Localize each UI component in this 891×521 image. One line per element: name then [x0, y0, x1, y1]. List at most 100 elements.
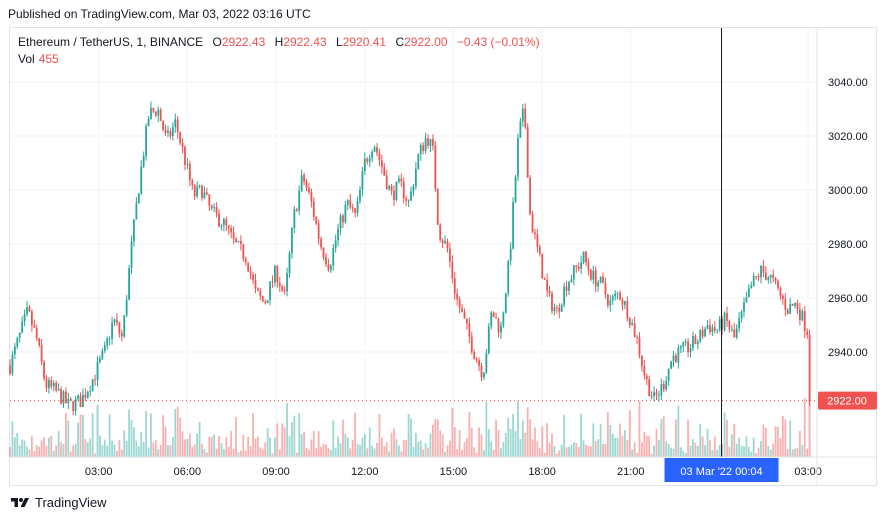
- candle-body: [655, 392, 658, 396]
- candle-body: [551, 293, 553, 312]
- last-price-box: [818, 391, 877, 410]
- symbol-name[interactable]: Ethereum / TetherUS, 1, BINANCE: [18, 35, 204, 49]
- volume-bar: [123, 430, 126, 457]
- candle-body: [257, 288, 259, 291]
- candle-body: [310, 192, 313, 202]
- volume-bar: [157, 449, 160, 457]
- volume-bar: [684, 452, 687, 457]
- volume-bar: [16, 432, 19, 457]
- volume-bar: [551, 433, 553, 457]
- candle-body: [21, 321, 24, 333]
- high-value: 2922.43: [283, 35, 327, 49]
- candle-body: [400, 178, 403, 182]
- volume-bar: [164, 426, 167, 457]
- volume-bar: [699, 423, 702, 457]
- volume-bar: [120, 449, 123, 457]
- volume-bar: [621, 436, 624, 457]
- volume-bar: [133, 427, 135, 457]
- x-tick-label: 18:00: [528, 466, 556, 478]
- candle-body: [762, 266, 765, 273]
- volume-bar: [393, 428, 395, 457]
- volume-bar: [242, 434, 245, 457]
- candle-body: [628, 318, 631, 326]
- volume-bar: [397, 445, 400, 457]
- candle-body: [395, 181, 398, 201]
- volume-bar: [237, 452, 240, 457]
- candle-body: [247, 262, 250, 272]
- volume-bar: [502, 442, 505, 457]
- candle-body: [689, 348, 692, 353]
- volume-bar: [376, 443, 378, 457]
- volume-bar: [803, 398, 806, 457]
- candle-body: [74, 399, 77, 412]
- candle-body: [244, 258, 247, 263]
- candle-body: [760, 266, 762, 278]
- volume-bar: [257, 436, 259, 457]
- volume-bar: [762, 424, 765, 457]
- volume-bar: [247, 436, 250, 457]
- volume-bar: [723, 412, 726, 457]
- volume-bar: [310, 439, 313, 457]
- volume-bar: [585, 444, 587, 457]
- volume-bar: [441, 434, 444, 457]
- candle-body: [50, 380, 53, 387]
- candle-body: [568, 282, 570, 291]
- candle-body: [529, 177, 532, 215]
- volume-bar: [597, 439, 600, 457]
- candle-body: [359, 189, 361, 202]
- candle-body: [227, 225, 230, 229]
- volume-bar: [456, 448, 459, 457]
- candle-body: [606, 294, 609, 306]
- volume-bar: [658, 439, 660, 457]
- volume-bar: [305, 448, 308, 457]
- candle-body: [492, 312, 495, 318]
- candle-body: [699, 329, 702, 342]
- volume-bar: [726, 419, 728, 457]
- volume-bar: [74, 443, 77, 457]
- candle-body: [808, 334, 811, 401]
- volume-bar: [72, 445, 75, 457]
- candle-body: [572, 265, 575, 280]
- volume-bar: [89, 438, 92, 457]
- volume-bar: [638, 401, 641, 457]
- volume-label: Vol: [18, 52, 35, 66]
- volume-bar: [808, 397, 811, 457]
- overlays: 2922.00 03 Mar '22 00:04: [10, 28, 877, 482]
- candle-body: [33, 325, 36, 328]
- candle-body: [346, 200, 349, 205]
- candle-body: [436, 188, 439, 225]
- volume-bar: [777, 426, 779, 457]
- candle-body: [120, 333, 123, 337]
- candle-body: [184, 146, 186, 165]
- volume-bar: [485, 401, 488, 457]
- volume-bar: [373, 448, 376, 457]
- chart-frame: [9, 27, 877, 486]
- candle-body: [653, 392, 655, 397]
- volume-bar: [276, 423, 279, 457]
- candle-body: [101, 350, 104, 359]
- tradingview-brand[interactable]: TradingView: [10, 495, 107, 510]
- volume-bar: [521, 420, 524, 457]
- volume-bar: [125, 440, 128, 457]
- candle-body: [176, 119, 179, 133]
- candle-body: [361, 171, 364, 190]
- low-label: L: [336, 35, 343, 49]
- candle-body: [463, 312, 466, 319]
- published-line: Published on TradingView.com, Mar 03, 20…: [8, 7, 311, 21]
- volume-bar: [490, 441, 493, 457]
- candle-body: [215, 207, 218, 214]
- y-tick-label: 3000.00: [828, 185, 868, 197]
- candle-body: [327, 264, 330, 270]
- volume-bar: [667, 444, 670, 457]
- candle-body: [135, 203, 138, 220]
- candle-body: [555, 307, 558, 309]
- candle-body: [108, 338, 111, 340]
- volume-bar: [410, 418, 412, 457]
- candle-body: [643, 366, 646, 376]
- candle-body: [755, 275, 758, 277]
- volume-bar: [152, 442, 155, 457]
- volume-bar: [582, 440, 585, 457]
- candle-body: [94, 379, 96, 381]
- volume-bar: [351, 439, 354, 457]
